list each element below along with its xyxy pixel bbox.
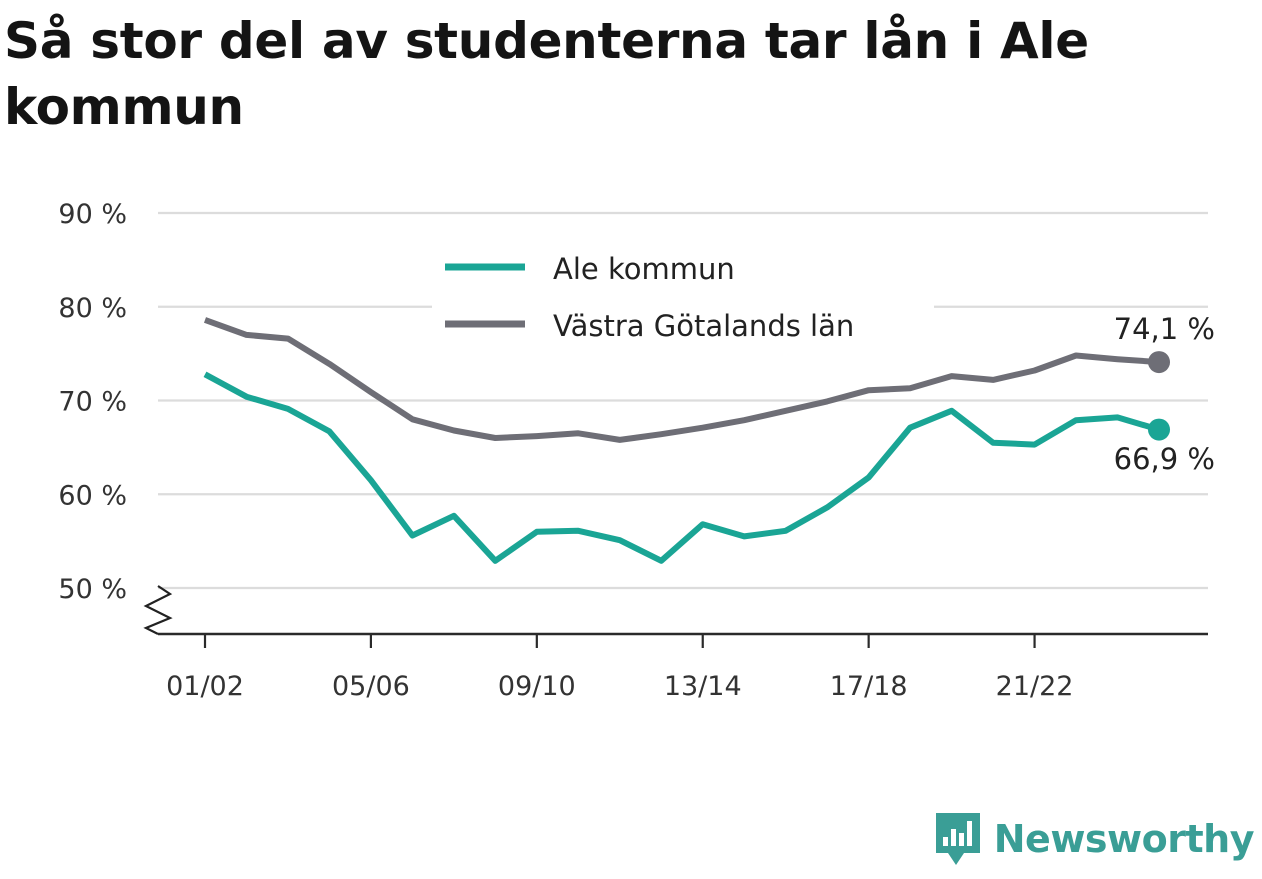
brand-name: Newsworthy	[993, 817, 1255, 861]
y-axis-labels: 50 % 60 % 70 % 80 % 90 %	[58, 199, 127, 605]
x-tick-label: 05/06	[332, 671, 410, 702]
gridlines	[158, 211, 1208, 590]
y-axis-break-icon	[143, 585, 173, 635]
x-tick-label: 17/18	[830, 671, 908, 702]
end-points	[1148, 351, 1170, 441]
y-tick-label: 80 %	[58, 293, 127, 324]
end-label-vastra-gotaland: 74,1 %	[1114, 312, 1215, 346]
newsworthy-logo-icon	[935, 813, 980, 865]
series-line-ale	[203, 371, 1160, 564]
legend: Ale kommun Västra Götalands län	[432, 246, 934, 352]
series-line-vastra-gotaland	[203, 317, 1160, 443]
chart-title: Så stor del av studenterna tar lån i Ale…	[4, 12, 1089, 136]
y-tick-label: 90 %	[58, 199, 127, 230]
newsworthy-brand: Newsworthy	[934, 811, 1255, 867]
x-tick-label: 13/14	[664, 671, 742, 702]
x-tick-label: 01/02	[166, 671, 244, 702]
y-tick-label: 70 %	[58, 387, 127, 418]
series-lines	[203, 317, 1160, 564]
end-point-ale	[1148, 418, 1170, 441]
y-tick-label: 50 %	[58, 574, 127, 605]
x-tick-label: 21/22	[996, 671, 1074, 702]
y-tick-label: 60 %	[58, 480, 127, 511]
end-point-vastra-gotaland	[1148, 351, 1170, 374]
end-label-ale: 66,9 %	[1114, 442, 1215, 476]
legend-label-vastra-gotaland: Västra Götalands län	[553, 309, 854, 343]
legend-label-ale: Ale kommun	[553, 252, 735, 286]
x-tick-label: 09/10	[498, 671, 576, 702]
x-axis-ticks: 01/02 05/06 09/10 13/14 17/18 21/22	[166, 634, 1073, 702]
